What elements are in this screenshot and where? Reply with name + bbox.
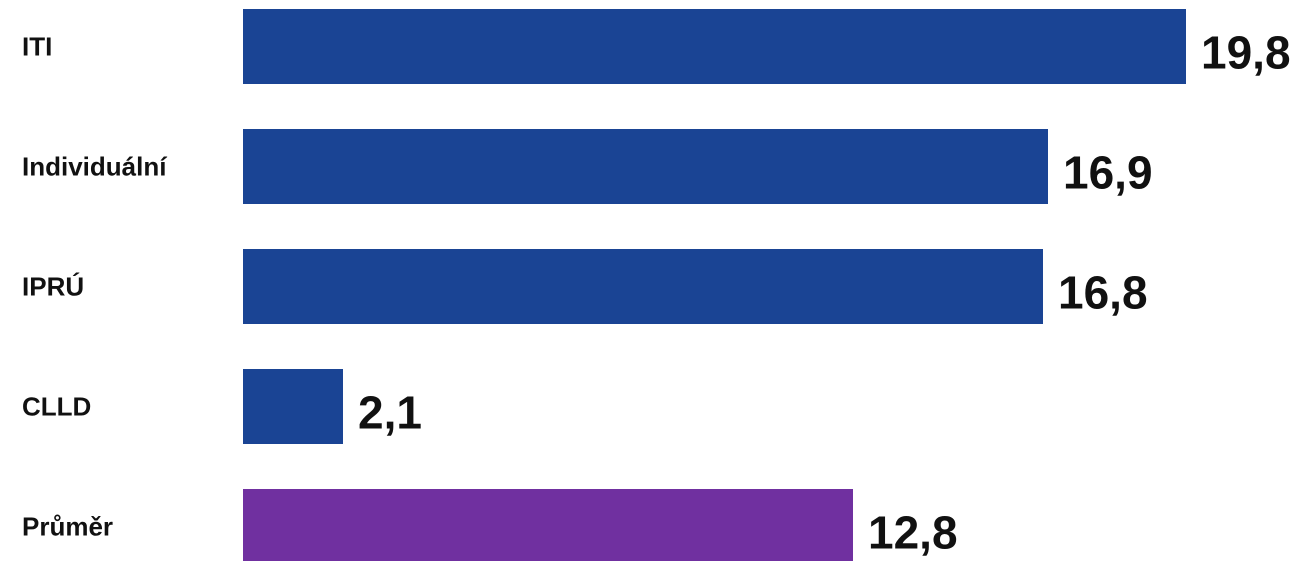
value-label-clld: 2,1 <box>358 387 422 439</box>
category-label-individualni: Individuální <box>22 152 167 182</box>
category-label-prumer: Průměr <box>22 512 113 542</box>
bar-clld <box>243 369 343 444</box>
category-labels-group: ITI Individuální IPRÚ CLLD Průměr <box>22 32 167 542</box>
value-labels-group: 19,8 16,9 16,8 2,1 12,8 <box>358 27 1291 559</box>
bar-individualni <box>243 129 1048 204</box>
category-label-clld: CLLD <box>22 392 91 422</box>
value-label-individualni: 16,9 <box>1063 147 1153 199</box>
bar-ipru <box>243 249 1043 324</box>
bars-group <box>243 9 1186 561</box>
value-label-iti: 19,8 <box>1201 27 1291 79</box>
value-label-ipru: 16,8 <box>1058 267 1148 319</box>
bar-prumer <box>243 489 853 561</box>
bar-iti <box>243 9 1186 84</box>
category-label-ipru: IPRÚ <box>22 272 84 302</box>
value-label-prumer: 12,8 <box>868 507 958 559</box>
category-label-iti: ITI <box>22 32 52 62</box>
